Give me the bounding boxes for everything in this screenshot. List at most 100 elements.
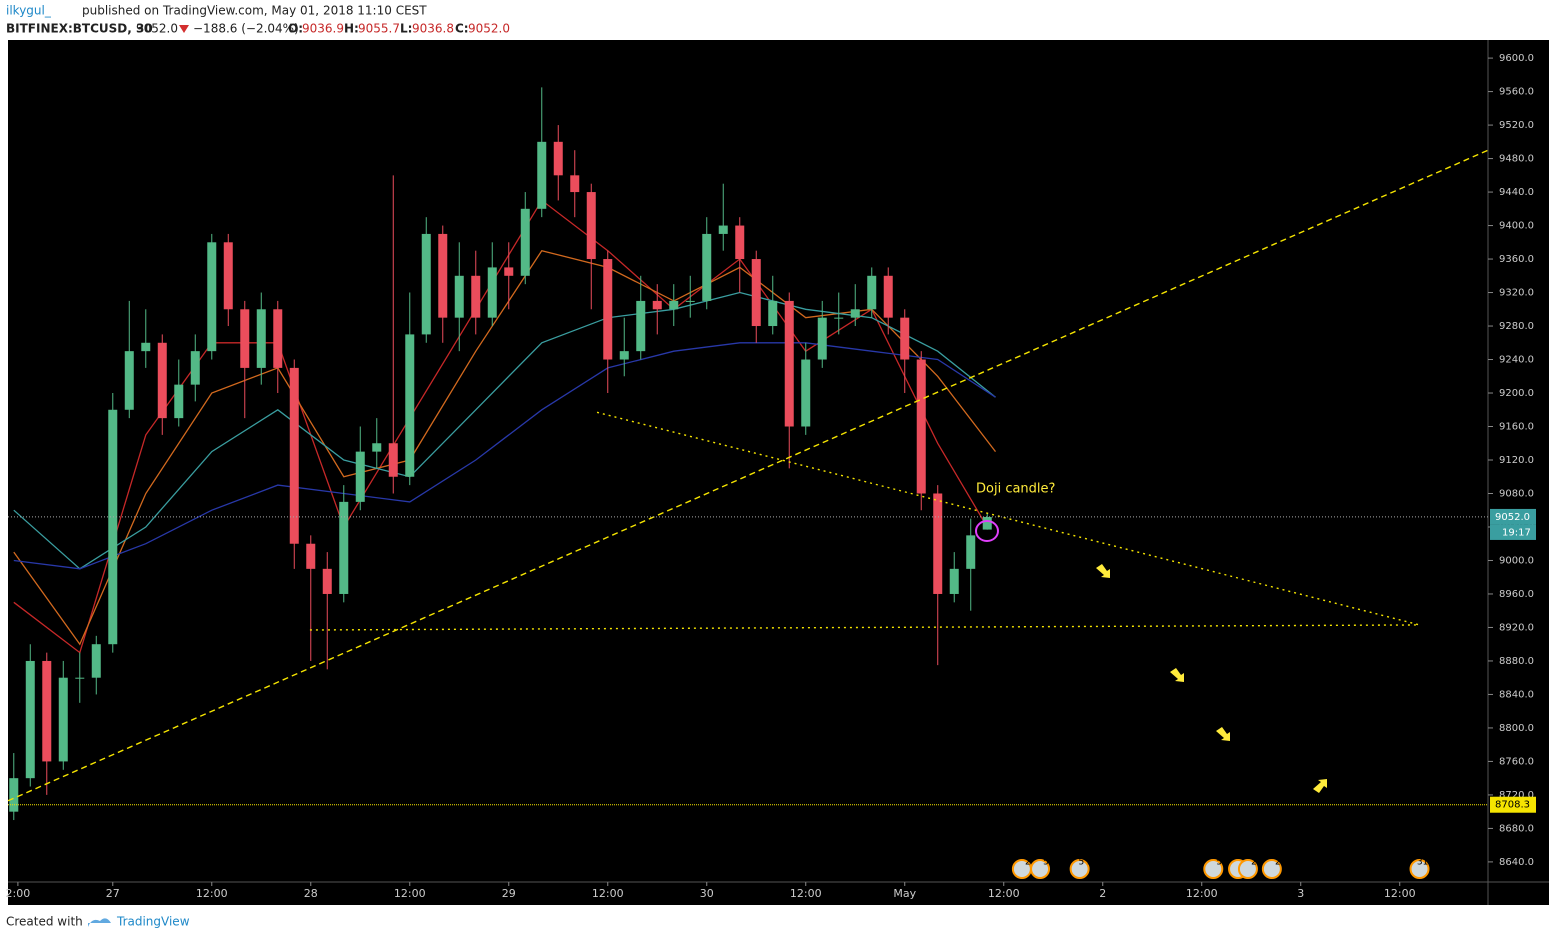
y-tick-label: 8800.0 [1499, 723, 1534, 734]
x-tick-label: May [893, 887, 916, 900]
y-tick-label: 9120.0 [1499, 455, 1534, 466]
candle-body [603, 259, 613, 360]
event-icon [1237, 859, 1258, 879]
tv-logo [88, 918, 111, 927]
candle-body [652, 300, 662, 310]
y-tick-label: 9360.0 [1499, 254, 1534, 265]
candle-body [735, 225, 745, 260]
event-icon [1409, 859, 1430, 879]
y-tick-label: 8840.0 [1499, 689, 1534, 700]
candle-body [570, 175, 580, 193]
candle-body [141, 342, 151, 352]
candle-body [850, 309, 860, 318]
candle-body [256, 309, 266, 368]
published: published on TradingView.com, May 01, 20… [82, 4, 427, 18]
candle-body [124, 351, 134, 410]
o-value: 9036.9 [302, 22, 344, 36]
y-tick-label: 9600.0 [1499, 53, 1534, 64]
annotation: Doji candle? [976, 482, 1055, 497]
candle-body [768, 300, 778, 327]
candle-body [42, 660, 52, 762]
plot: 9600.0 9560.0 9520.0 9480.0 9440.0 9400.0 9360… [6, 53, 1536, 900]
candle-body [223, 242, 233, 310]
x-tick-label: 12:00 [790, 887, 822, 900]
arrow [1170, 668, 1184, 682]
y-tick-label: 9320.0 [1499, 288, 1534, 299]
event-label: 2 [1275, 858, 1281, 868]
candle-body [75, 677, 85, 679]
chart-bg [8, 40, 1549, 905]
candle-body [438, 233, 448, 318]
y-tick-label: 9200.0 [1499, 388, 1534, 399]
created-with: Created with [6, 915, 83, 929]
y-tick-label: 9440.0 [1499, 187, 1534, 198]
candle-body [355, 451, 365, 502]
candle-body [834, 317, 844, 319]
y-tick-label: 9400.0 [1499, 221, 1534, 232]
y-tick-label: 9080.0 [1499, 488, 1534, 499]
candle-body [289, 367, 299, 544]
level-label-bg [1490, 796, 1536, 813]
candle-body [702, 233, 712, 301]
arrows [1096, 564, 1327, 793]
candle-body [520, 208, 530, 276]
candle-body [751, 259, 761, 327]
candle-body [916, 359, 926, 494]
candle-body [685, 300, 695, 302]
h-value: 9055.7 [358, 22, 400, 36]
y-tick-label: 8760.0 [1499, 756, 1534, 767]
candle-body [388, 443, 398, 477]
arrow [1096, 564, 1110, 578]
y-tick-label: 9240.0 [1499, 355, 1534, 366]
event-label: 5 5 [1078, 858, 1092, 868]
candle-body [817, 317, 827, 360]
event-label: 5 [1216, 858, 1222, 868]
x-tick-label: 12:00 [988, 887, 1020, 900]
countdown-bg [1490, 524, 1536, 540]
candle-body [240, 309, 250, 368]
user: ilkygul_ [6, 4, 52, 18]
y-tick-label: 8960.0 [1499, 589, 1534, 600]
x-tick-label: 2:00 [6, 887, 31, 900]
event-label: 2 [1251, 858, 1257, 868]
candle-body [108, 409, 118, 645]
candle-body [669, 300, 679, 310]
candle-body [454, 275, 464, 318]
trend-line [309, 624, 1420, 631]
candle-body [207, 242, 217, 352]
doji-circle [975, 520, 999, 542]
l-label: L: [400, 22, 412, 36]
candle-body [586, 192, 596, 260]
event-label: 312 [1417, 858, 1434, 868]
x-tick-label: 12:00 [592, 887, 624, 900]
change: −188.6 (−2.04%) [193, 22, 299, 36]
o-label: O: [288, 22, 303, 36]
y-tick-label: 9520.0 [1499, 120, 1534, 131]
y-tick-label: 8720.0 [1499, 790, 1534, 801]
countdown: 19:17 [1502, 527, 1531, 538]
y-tick-label: 8920.0 [1499, 622, 1534, 633]
arrow [1216, 727, 1230, 741]
candle-body [273, 309, 283, 368]
price-label-bg [1490, 508, 1536, 525]
c-value: 9052.0 [468, 22, 510, 36]
c-label: C: [455, 22, 469, 36]
x-tick-label: 12:00 [1384, 887, 1416, 900]
candle-body [58, 677, 68, 762]
y-tick-label: 8880.0 [1499, 656, 1534, 667]
y-tick-label: 8680.0 [1499, 823, 1534, 834]
candle-body [322, 568, 332, 594]
candle-body [157, 342, 167, 419]
candle-body [9, 778, 19, 812]
h-label: H: [344, 22, 359, 36]
candle-body [966, 535, 976, 569]
candle-body [553, 141, 563, 176]
footer-bg [0, 905, 1549, 940]
symbol: BITFINEX:BTCUSD, 30 [6, 22, 153, 36]
event-icon [1030, 859, 1051, 879]
y-tick-label: 9480.0 [1499, 154, 1534, 165]
y-tick-label: 9280.0 [1499, 321, 1534, 332]
candle-body [619, 351, 629, 360]
candle-body [339, 501, 349, 594]
